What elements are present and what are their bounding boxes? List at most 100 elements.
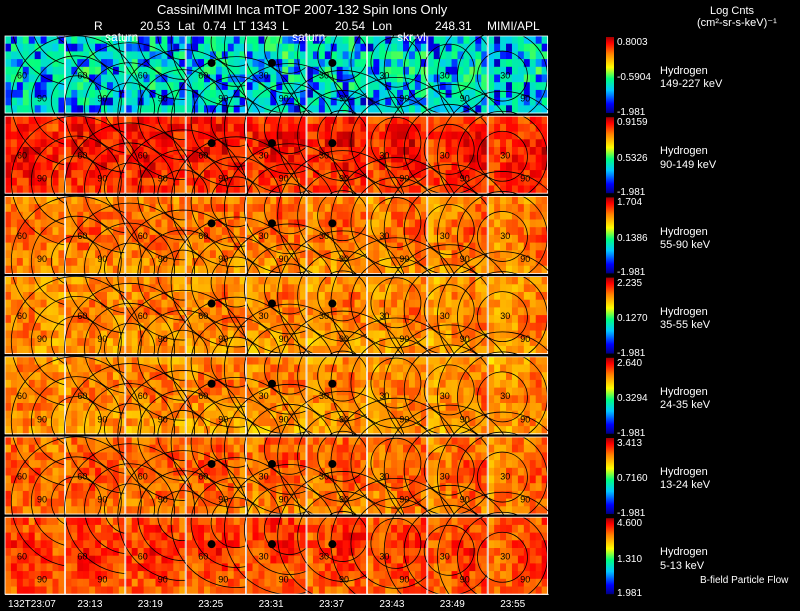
heatmap-cell [64, 42, 195, 194]
contour-label: 90 [279, 334, 289, 344]
contour-label: 90 [158, 575, 168, 585]
saturn-marker [207, 58, 216, 67]
contour-label: 90 [460, 174, 470, 184]
contour-label: 90 [158, 254, 168, 264]
contour-label: 60 [17, 471, 27, 481]
contour-label: 90 [520, 334, 530, 344]
colorbar-min-label: -1.981 [617, 107, 646, 118]
contour-label: 30 [440, 151, 450, 161]
heatmap-cell [64, 202, 195, 355]
energy-label: 24-35 keV [660, 399, 711, 412]
contour-label: 60 [198, 151, 208, 161]
heatmap-cell [437, 251, 568, 383]
contour-label: 90 [37, 174, 47, 184]
x-tick-label: 23:25 [198, 599, 224, 610]
contour-label: 90 [37, 575, 47, 585]
contour-label: 30 [500, 391, 510, 401]
contour-label: 30 [259, 231, 269, 241]
x-tick-label: 23:13 [77, 599, 103, 610]
contour-label: 90 [37, 494, 47, 504]
contour-label: 90 [339, 494, 349, 504]
contour-label: 30 [259, 391, 269, 401]
colorbar-mid-label: 0.7160 [617, 473, 648, 485]
colorbar [606, 277, 614, 354]
contour-label: 30 [319, 70, 329, 80]
saturn-marker [207, 299, 216, 308]
heatmap-cell [437, 491, 568, 609]
lon-label: Lon [372, 19, 393, 33]
saturn-marker [267, 459, 276, 468]
colorbar-mid-label: 0.3294 [617, 393, 648, 405]
contour-label: 60 [17, 231, 27, 241]
contour-label: 90 [460, 575, 470, 585]
credit-label: MIMI/APL [487, 19, 540, 33]
colorbar [606, 197, 614, 274]
contour-label: 30 [440, 471, 450, 481]
x-tick-label: 23:55 [500, 599, 526, 610]
colorbar-min-label: -1.981 [617, 427, 646, 439]
contour-label: 60 [198, 70, 208, 80]
colorbar-min-label: -1.981 [617, 267, 646, 279]
colorbar-max-label: 1.704 [617, 197, 643, 209]
contour-label: 90 [97, 254, 107, 264]
saturn-marker [207, 459, 216, 468]
heatmap-cell [223, 63, 355, 194]
heatmap-cell [437, 171, 568, 302]
saturn-marker [328, 459, 337, 468]
contour-label: 60 [138, 70, 148, 80]
contour-label: 90 [520, 254, 530, 264]
contour-label: 90 [158, 334, 168, 344]
species-label: Hydrogen [660, 386, 708, 399]
heatmap-cell [4, 195, 142, 355]
colorbar [606, 518, 614, 595]
contour-label: 90 [520, 575, 530, 585]
panel-label-saturn-1: saturn [105, 30, 139, 44]
saturn-marker [328, 299, 337, 308]
contour-label: 90 [218, 93, 228, 103]
colorbar-min-label: -1.981 [617, 347, 646, 359]
contour-label: 30 [500, 471, 510, 481]
contour-label: 90 [37, 93, 47, 103]
colorbar-min-label: -1.981 [617, 187, 646, 199]
colorbar-min-label: 1.981 [617, 588, 643, 600]
saturn-marker [267, 58, 276, 67]
contour-label: 90 [97, 93, 107, 103]
contour-label: 60 [198, 471, 208, 481]
colorbar-max-label: 2.235 [617, 277, 643, 289]
species-label: Hydrogen [660, 225, 708, 238]
contour-label: 90 [97, 334, 107, 344]
species-label: Hydrogen [660, 305, 708, 318]
species-label: Hydrogen [660, 145, 708, 158]
contour-label: 90 [218, 414, 228, 424]
heatmap-cell [383, 244, 515, 376]
contour-label: 90 [218, 334, 228, 344]
x-tick-label: 23:31 [258, 599, 284, 610]
contour-label: 30 [440, 391, 450, 401]
contour-label: 60 [17, 151, 27, 161]
contour-label: 60 [17, 391, 27, 401]
contour-label: 90 [37, 414, 47, 424]
heatmap-cell [277, 310, 409, 442]
lat-label: Lat [178, 19, 195, 33]
contour-label: 30 [259, 552, 269, 562]
heatmap-cell [330, 76, 462, 208]
colorbar-max-label: 0.8003 [617, 37, 648, 48]
contour-label: 90 [279, 414, 289, 424]
contour-label: 30 [319, 391, 329, 401]
contour-label: 30 [259, 471, 269, 481]
contour-label: 60 [138, 471, 148, 481]
heatmap-cell [383, 484, 515, 609]
x-tick-label: 132T23:07 [8, 599, 56, 610]
colorbar-units: (cm²-sr-s-keV)⁻¹ [697, 17, 777, 29]
lt-value: 1343 [250, 19, 277, 33]
x-tick-label: 23:49 [439, 599, 465, 610]
r-label: R [94, 19, 103, 33]
contour-label: 90 [460, 334, 470, 344]
heatmap-cell [330, 157, 462, 288]
contour-label: 60 [138, 151, 148, 161]
lon-value: 248.31 [435, 19, 472, 33]
contour-label: 90 [218, 254, 228, 264]
heatmap-cell [170, 457, 302, 595]
contour-label: 30 [319, 231, 329, 241]
